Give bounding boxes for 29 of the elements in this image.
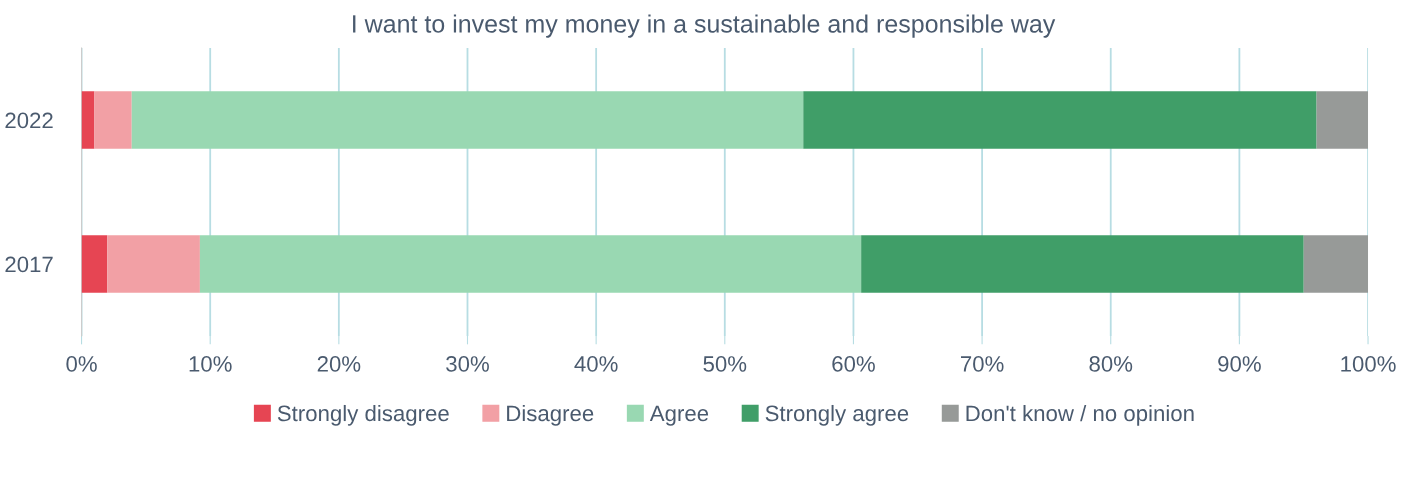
x-tick-label: 40%	[574, 356, 618, 372]
legend-label: Strongly agree	[765, 404, 909, 426]
y-tick-label: 2017	[5, 256, 53, 273]
x-tick-label: 70%	[960, 356, 1004, 372]
x-tick-label: 80%	[1089, 356, 1133, 372]
x-tick-label: 50%	[703, 356, 747, 372]
bar	[861, 235, 1304, 293]
bar	[107, 235, 200, 293]
bar	[81, 235, 108, 293]
legend-label: Don't know / no opinion	[966, 404, 1194, 426]
x-tick-label: 60%	[832, 356, 875, 372]
x-tick-label: 100%	[1341, 356, 1396, 372]
y-tick-label: 2022	[5, 112, 53, 129]
x-tick-label: 90%	[1218, 356, 1261, 372]
legend-label: Disagree	[507, 404, 594, 426]
x-tick-label: 30%	[446, 356, 489, 372]
x-tick-label: 20%	[317, 356, 361, 372]
bar	[199, 235, 862, 293]
bar	[81, 91, 95, 149]
x-tick-label: 10%	[189, 356, 232, 372]
bar	[1303, 235, 1369, 293]
bar	[1316, 91, 1369, 149]
bar	[131, 91, 804, 149]
legend-label: Agree	[649, 405, 709, 426]
x-tick-label: 0%	[66, 356, 97, 372]
chart-title: I want to invest my money in a sustainable and responsible way	[353, 14, 1056, 38]
bar	[803, 91, 1317, 149]
bar	[94, 91, 132, 149]
legend-label: Strongly disagree	[277, 404, 449, 426]
